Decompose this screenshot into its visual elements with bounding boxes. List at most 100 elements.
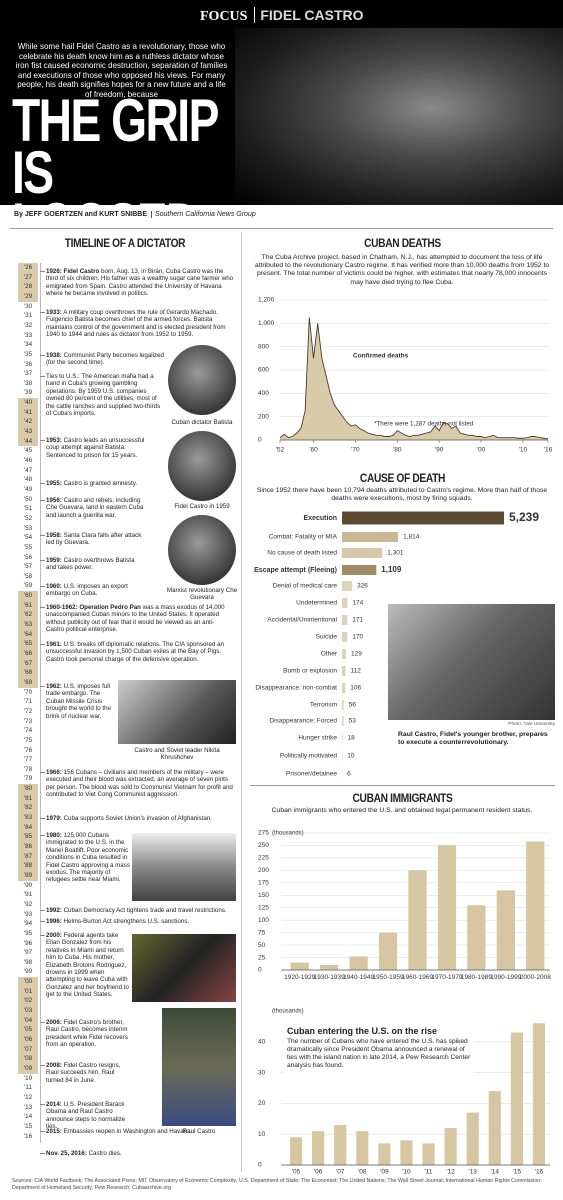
x-tick-label: '52 (276, 447, 285, 454)
year-label: '38 (23, 379, 33, 387)
category-label: Hunger strike (298, 735, 337, 742)
year-label: '28 (18, 282, 38, 292)
y-tick-label: 225 (258, 855, 269, 862)
year-label: '08 (18, 1054, 38, 1064)
year-label: '97 (23, 949, 33, 957)
x-tick-label: '90 (435, 447, 444, 454)
connector (40, 271, 45, 272)
x-tick-label: '12 (446, 1169, 455, 1176)
x-tick-label: '00 (477, 447, 486, 454)
year-label: '31 (23, 312, 33, 320)
y-tick-label: 600 (258, 367, 269, 374)
x-tick-label: '06 (314, 1169, 323, 1176)
entry-lead: 2008: (46, 1062, 62, 1069)
photo-caption: Raul Castro (182, 1128, 216, 1135)
timeline-entry: 2015: Embassies reopen in Washington and… (46, 1128, 231, 1135)
x-tick-label: '80 (393, 447, 402, 454)
y-tick-label: 1,200 (258, 297, 275, 304)
annotation: *There were 1,287 deaths not listed (374, 421, 474, 428)
year-label: '96 (23, 939, 33, 947)
entry-lead: 1960-1962: Operation Pedro Pan (46, 604, 141, 611)
year-label: '78 (23, 765, 33, 773)
y-tick-label: 1,000 (258, 320, 275, 327)
section-title: TIMELINE OF A DICTATOR (64, 236, 186, 250)
subtitle: Cuban immigrants who entered the U.S. an… (271, 807, 533, 814)
year-label: '32 (23, 321, 33, 329)
value-label: 1,301 (387, 550, 404, 557)
year-label: '04 (18, 1015, 38, 1026)
year-label: '42 (18, 417, 38, 428)
subtitle: Since 1952 there have been 10,794 deaths… (256, 487, 548, 503)
photo-caption: Raul Castro, Fidel's younger brother, pr… (398, 731, 548, 747)
byline-row: By JEFF GOERTZEN and KURT SNIBBE Souther… (14, 211, 256, 218)
entry-text: 125,000 Cubans immigrated to the U.S. in… (46, 832, 130, 884)
y-tick-label: 30 (258, 1069, 266, 1076)
y-tick-label: 125 (258, 904, 269, 911)
category-label: Disappearance: non-combat (255, 685, 337, 692)
entry-lead: 1960: (46, 583, 62, 590)
entry-lead: 1966: (46, 769, 62, 776)
connector (40, 1022, 45, 1023)
year-rule (40, 263, 41, 1143)
year-label: '44 (18, 436, 38, 447)
y-tick-label: 75 (258, 929, 266, 936)
y-axis-label: (thousands) (272, 1009, 304, 1015)
photo (132, 934, 236, 1002)
entry-lead: 1938: (46, 352, 62, 359)
bar (467, 905, 486, 970)
entry-lead: 1956: (46, 497, 62, 504)
connector (40, 355, 45, 356)
x-tick-label: 1980-1989 (460, 974, 492, 981)
bar (349, 956, 368, 970)
entry-lead: 2006: (46, 1019, 62, 1026)
timeline-entry: 1961: U.S. breaks off diplomatic relatio… (46, 641, 231, 663)
byline: By JEFF GOERTZEN and KURT SNIBBE (14, 211, 148, 218)
year-label: '86 (18, 842, 38, 852)
kicker: FOCUS (200, 9, 248, 24)
x-tick-label: '16 (535, 1169, 544, 1176)
year-label: '98 (23, 958, 33, 966)
entry-lead: 1933: (46, 309, 62, 316)
x-tick-label: '16 (544, 447, 553, 454)
entry-lead: 1996: (46, 918, 62, 925)
intro: While some hail Fidel Castro as a revolu… (15, 42, 228, 99)
bar (342, 632, 348, 642)
photo (388, 604, 555, 720)
year-label: '53 (23, 524, 33, 532)
byline-org: Southern California News Group (150, 211, 256, 218)
category-label: Terrorism (310, 702, 337, 709)
entry-lead: Nov. 25, 2016: (46, 1150, 87, 1157)
timeline-entry: 1956: Castro and rebels, including Che G… (46, 497, 146, 519)
entry-text: Castro and rebels, including Che Guevara… (46, 497, 144, 519)
photo (118, 680, 236, 744)
timeline-entry: 1966: 156 Cubans – civilians and members… (46, 769, 236, 799)
year-label: '84 (18, 822, 38, 833)
y-tick-label: 200 (258, 413, 269, 420)
section-title: CUBAN DEATHS (364, 236, 441, 250)
year-label: '99 (23, 968, 33, 976)
entry-lead: 1961: (46, 641, 62, 648)
x-tick-label: '70 (351, 447, 360, 454)
subtitle: The Cuba Archive project, based in Chath… (254, 254, 550, 286)
y-tick-label: 0 (258, 967, 262, 974)
main-title: THE GRIP IS LOOSED (12, 87, 219, 258)
photo-caption: Marxist revolutionary Che Guevara (166, 587, 238, 601)
timeline-entry: 1980: 125,000 Cubans immigrated to the U… (46, 832, 130, 884)
timeline-entry: 1958: Santa Clara falls after attack led… (46, 532, 146, 547)
connector (40, 910, 45, 911)
bar (400, 1140, 413, 1165)
x-tick-label: '60 (309, 447, 318, 454)
year-label: '03 (18, 1006, 38, 1016)
bar (510, 1032, 523, 1165)
value-label: 10 (347, 753, 355, 760)
year-label: '33 (23, 331, 33, 339)
bar (444, 1128, 457, 1165)
connector (40, 1065, 45, 1066)
year-label: '07 (18, 1044, 38, 1055)
x-tick-label: 1940-1949 (343, 974, 375, 981)
photo-credit: Photo: Yale University (508, 722, 555, 727)
y-tick-label: 200 (258, 867, 269, 874)
entry-text: Communist Party becomes legalized (for t… (46, 352, 164, 367)
entering-chart: 0 10 20 30 40 (thousands) '05 '06 '07 '08 '09 '10 '1… (258, 1009, 550, 1176)
